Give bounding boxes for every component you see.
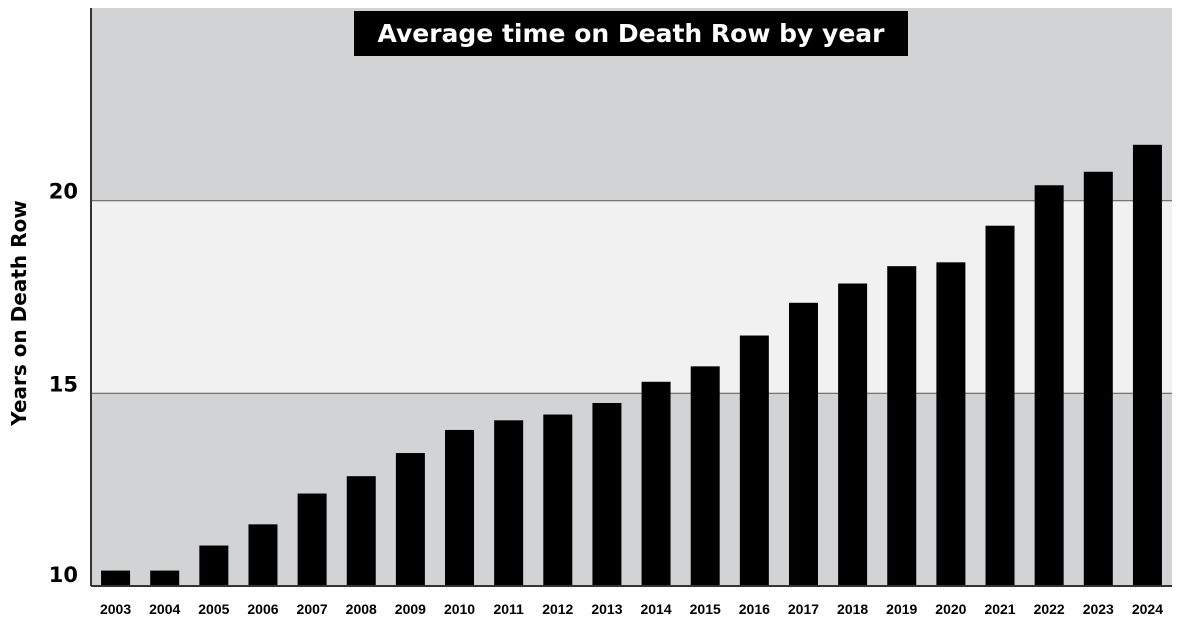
y-tick-10: 10 bbox=[49, 563, 78, 587]
bar-2014 bbox=[641, 381, 671, 586]
x-tick-2018: 2018 bbox=[837, 601, 868, 617]
bar-2008 bbox=[346, 476, 376, 586]
x-tick-2022: 2022 bbox=[1034, 601, 1065, 617]
bar-2005 bbox=[199, 545, 229, 586]
bar-2022 bbox=[1034, 185, 1064, 586]
bar-2011 bbox=[494, 420, 524, 586]
bar-2006 bbox=[248, 524, 278, 586]
bar-2024 bbox=[1132, 144, 1162, 586]
bar-2015 bbox=[690, 366, 720, 586]
bar-2012 bbox=[543, 414, 573, 586]
y-tick-15: 15 bbox=[49, 372, 78, 396]
x-tick-2013: 2013 bbox=[591, 601, 622, 617]
x-tick-2010: 2010 bbox=[444, 601, 475, 617]
axes bbox=[90, 8, 1172, 587]
bar-2019 bbox=[887, 266, 917, 586]
bar-2017 bbox=[788, 302, 818, 586]
bar-2007 bbox=[297, 493, 327, 586]
bar-2003 bbox=[101, 570, 131, 586]
bar-2013 bbox=[592, 402, 622, 586]
x-tick-2007: 2007 bbox=[297, 601, 328, 617]
x-tick-2003: 2003 bbox=[100, 601, 131, 617]
x-tick-2009: 2009 bbox=[395, 601, 426, 617]
bar-2016 bbox=[739, 335, 769, 586]
x-tick-2016: 2016 bbox=[739, 601, 770, 617]
bar-2020 bbox=[936, 262, 966, 586]
bars bbox=[101, 144, 1162, 587]
title-box bbox=[354, 11, 908, 56]
x-tick-2020: 2020 bbox=[935, 601, 966, 617]
bar-2018 bbox=[838, 283, 868, 586]
x-tick-2012: 2012 bbox=[542, 601, 573, 617]
chart-title: Average time on Death Row by year bbox=[378, 19, 886, 48]
bar-2009 bbox=[395, 453, 425, 586]
x-tick-2005: 2005 bbox=[198, 601, 229, 617]
x-tick-2017: 2017 bbox=[788, 601, 819, 617]
x-tick-2014: 2014 bbox=[640, 601, 671, 617]
y-tick-labels: 10 15 20 bbox=[49, 180, 78, 587]
x-tick-2024: 2024 bbox=[1132, 601, 1163, 617]
x-tick-2015: 2015 bbox=[690, 601, 721, 617]
bar-2004 bbox=[150, 570, 180, 586]
x-tick-2004: 2004 bbox=[149, 601, 180, 617]
x-tick-labels: 2003 2004 2005 2006 2007 2008 2009 2010 2011 2012… bbox=[100, 601, 1163, 617]
bar-2021 bbox=[985, 225, 1015, 587]
x-tick-2019: 2019 bbox=[886, 601, 917, 617]
y-tick-20: 20 bbox=[49, 180, 78, 204]
y-axis-label: Years on Death Row bbox=[7, 200, 31, 426]
x-tick-2021: 2021 bbox=[984, 601, 1015, 617]
x-tick-2008: 2008 bbox=[346, 601, 377, 617]
x-tick-2006: 2006 bbox=[247, 601, 278, 617]
bar-2023 bbox=[1083, 171, 1113, 586]
x-tick-2023: 2023 bbox=[1083, 601, 1114, 617]
bar-2010 bbox=[445, 429, 475, 586]
x-tick-2011: 2011 bbox=[493, 601, 524, 617]
